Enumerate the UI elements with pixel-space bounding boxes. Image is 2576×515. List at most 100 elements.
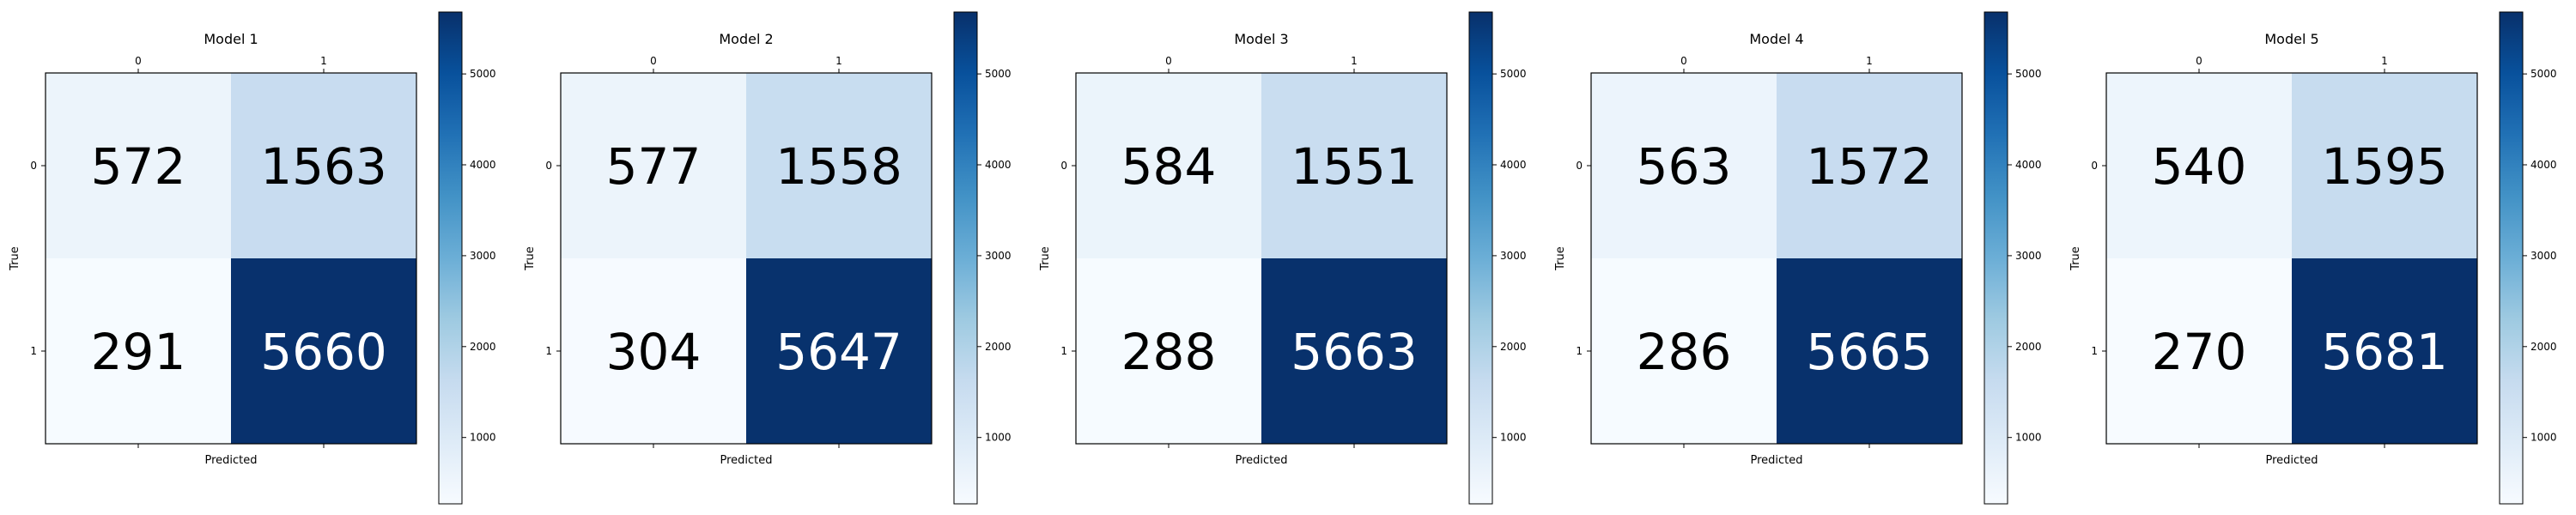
heatmap-cell-0-0 xyxy=(561,73,746,258)
matrix-frame xyxy=(1075,72,1448,445)
heatmap-cell-1-1 xyxy=(1777,258,1962,444)
chart-title: Model 5 xyxy=(2264,31,2318,47)
heatmap-cell-0-1 xyxy=(1777,73,1962,258)
cell-value-0-1: 1563 xyxy=(260,137,387,196)
cell-value-0-0: 563 xyxy=(1637,137,1732,196)
colorbar xyxy=(953,11,978,505)
heatmap-cell-0-1 xyxy=(2292,73,2477,258)
y-tick-label-1: 1 xyxy=(1576,345,1583,357)
confusion-matrix-panel-1: 572 1563 291 5660 0 1 0 1 Model 1 Predicted True 10… xyxy=(9,11,496,505)
chart-title: Model 2 xyxy=(719,31,773,47)
chart-title: Model 4 xyxy=(1749,31,1803,47)
colorbar-tick-label-2: 3000 xyxy=(1500,250,1527,262)
x-tick-label-1: 1 xyxy=(320,55,327,67)
heatmap-cell-0-1 xyxy=(231,73,416,258)
matrix-frame xyxy=(45,72,417,445)
chart-title: Model 1 xyxy=(204,31,258,47)
cell-value-0-0: 572 xyxy=(91,137,186,196)
x-tick-label-1: 1 xyxy=(2381,55,2388,67)
heatmap-cell-0-1 xyxy=(1261,73,1447,258)
heatmap-cell-1-0 xyxy=(1076,258,1261,444)
cell-value-0-0: 584 xyxy=(1121,137,1217,196)
heatmap-cell-1-1 xyxy=(231,258,416,444)
y-axis-label: True xyxy=(1039,246,1052,271)
confusion-matrix-panel-3: 584 1551 288 5663 0 1 0 1 Model 3 Predicted True 10… xyxy=(1039,11,1527,505)
matrix-frame xyxy=(560,72,933,445)
colorbar-tick-label-3: 4000 xyxy=(470,159,496,171)
heatmap-cell-1-0 xyxy=(46,258,231,444)
y-tick-label-1: 1 xyxy=(1060,345,1067,357)
matrix-frame xyxy=(2105,72,2478,445)
cell-value-1-1: 5660 xyxy=(260,323,387,381)
colorbar-tick-label-3: 4000 xyxy=(1500,159,1527,171)
cell-value-0-1: 1558 xyxy=(775,137,902,196)
y-tick-label-1: 1 xyxy=(30,345,37,357)
matrix-frame xyxy=(1590,72,1963,445)
y-tick-label-0: 0 xyxy=(545,160,552,172)
y-axis-label: True xyxy=(524,246,537,271)
colorbar-tick-label-0: 1000 xyxy=(470,432,496,444)
y-tick-label-1: 1 xyxy=(545,345,552,357)
colorbar-tick-label-1: 2000 xyxy=(470,341,496,353)
x-tick-label-1: 1 xyxy=(1351,55,1358,67)
cell-value-0-1: 1572 xyxy=(1806,137,1933,196)
x-axis-label: Predicted xyxy=(1235,454,1287,467)
confusion-matrix-panel-4: 563 1572 286 5665 0 1 0 1 Model 4 Predicted True 10… xyxy=(1554,11,2042,505)
heatmap-cell-0-0 xyxy=(46,73,231,258)
heatmap-cell-1-0 xyxy=(1591,258,1777,444)
colorbar-tick-label-0: 1000 xyxy=(2530,432,2557,444)
cell-value-1-1: 5681 xyxy=(2321,323,2448,381)
x-axis-label: Predicted xyxy=(204,454,257,467)
heatmap-cell-0-0 xyxy=(1591,73,1777,258)
x-tick-label-1: 1 xyxy=(835,55,842,67)
colorbar-tick-label-2: 3000 xyxy=(2530,250,2557,262)
colorbar-tick-label-4: 5000 xyxy=(470,68,496,80)
colorbar-tick-label-3: 4000 xyxy=(2015,159,2042,171)
heatmap-cell-1-1 xyxy=(1261,258,1447,444)
x-tick-label-0: 0 xyxy=(1680,55,1687,67)
colorbar xyxy=(1984,11,2008,505)
colorbar xyxy=(1468,11,1493,505)
cell-value-0-1: 1551 xyxy=(1291,137,1418,196)
x-tick-label-0: 0 xyxy=(1165,55,1172,67)
colorbar-tick-label-3: 4000 xyxy=(2530,159,2557,171)
heatmap-cell-0-0 xyxy=(1076,73,1261,258)
x-tick-label-1: 1 xyxy=(1866,55,1873,67)
colorbar-tick-label-1: 2000 xyxy=(2530,341,2557,353)
cell-value-0-0: 540 xyxy=(2152,137,2247,196)
heatmap-cell-1-0 xyxy=(2106,258,2292,444)
cell-value-1-0: 270 xyxy=(2152,323,2247,381)
heatmap-cell-1-1 xyxy=(746,258,932,444)
heatmap-cell-0-1 xyxy=(746,73,932,258)
heatmap-cell-1-1 xyxy=(2292,258,2477,444)
y-axis-label: True xyxy=(2069,246,2082,271)
colorbar-tick-label-3: 4000 xyxy=(985,159,1012,171)
y-tick-label-0: 0 xyxy=(30,160,37,172)
colorbar-tick-label-2: 3000 xyxy=(2015,250,2042,262)
colorbar-tick-label-2: 3000 xyxy=(470,250,496,262)
colorbar-tick-label-4: 5000 xyxy=(2530,68,2557,80)
colorbar-tick-label-4: 5000 xyxy=(2015,68,2042,80)
y-tick-label-0: 0 xyxy=(1060,160,1067,172)
chart-title: Model 3 xyxy=(1234,31,1288,47)
y-axis-label: True xyxy=(9,246,21,271)
cell-value-0-1: 1595 xyxy=(2321,137,2448,196)
y-axis-label: True xyxy=(1554,246,1567,271)
x-axis-label: Predicted xyxy=(1750,454,1802,467)
colorbar-tick-label-1: 2000 xyxy=(1500,341,1527,353)
colorbar-tick-label-0: 1000 xyxy=(2015,432,2042,444)
colorbar-tick-label-4: 5000 xyxy=(985,68,1012,80)
colorbar xyxy=(438,11,463,505)
colorbar-tick-label-1: 2000 xyxy=(985,341,1012,353)
colorbar-tick-label-0: 1000 xyxy=(985,432,1012,444)
colorbar-tick-label-1: 2000 xyxy=(2015,341,2042,353)
y-tick-label-0: 0 xyxy=(2091,160,2098,172)
cell-value-1-0: 304 xyxy=(606,323,702,381)
colorbar-tick-label-4: 5000 xyxy=(1500,68,1527,80)
cell-value-1-1: 5665 xyxy=(1806,323,1933,381)
x-tick-label-0: 0 xyxy=(650,55,657,67)
cell-value-1-1: 5647 xyxy=(775,323,902,381)
heatmap-cell-1-0 xyxy=(561,258,746,444)
cell-value-0-0: 577 xyxy=(606,137,702,196)
